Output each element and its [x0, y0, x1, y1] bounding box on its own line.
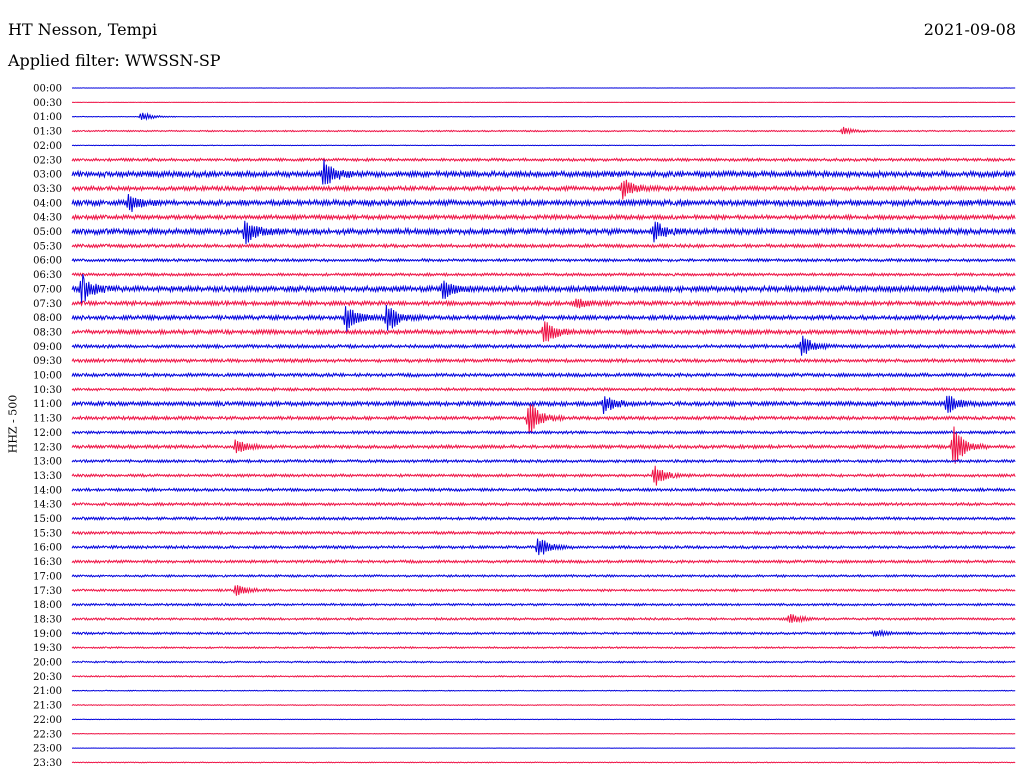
- seismic-trace: [71, 271, 1016, 278]
- seismic-trace: [71, 487, 1016, 493]
- seismic-trace: [71, 213, 1016, 221]
- row-time-label: 07:30: [33, 299, 62, 310]
- seismic-trace: [71, 386, 1016, 392]
- row-time-label: 13:00: [33, 457, 62, 468]
- seismic-trace: [71, 458, 1016, 464]
- row-time-label: 16:00: [33, 543, 62, 554]
- row-time-label: 21:00: [33, 686, 62, 697]
- seismic-trace: [71, 732, 1016, 735]
- seismic-trace: [71, 515, 1016, 522]
- row-time-label: 07:00: [33, 284, 62, 295]
- seismic-trace: [71, 645, 1016, 650]
- seismic-trace: [71, 674, 1016, 678]
- row-time-label: 00:00: [33, 84, 62, 95]
- seismic-trace: [71, 371, 1016, 379]
- seismic-trace: [71, 298, 1016, 309]
- seismic-trace: [71, 144, 1016, 147]
- row-time-label: 22:30: [33, 729, 62, 740]
- row-time-label: 11:30: [33, 414, 62, 425]
- row-time-label: 20:00: [33, 658, 62, 669]
- seismic-trace: [71, 689, 1016, 692]
- row-time-label: 05:00: [33, 227, 62, 238]
- row-time-label: 18:30: [33, 614, 62, 625]
- seismic-trace: [71, 157, 1016, 163]
- seismic-trace: [71, 614, 1016, 624]
- seismic-trace: [71, 193, 1016, 212]
- seismic-trace: [71, 357, 1016, 364]
- row-time-label: 02:30: [33, 155, 62, 166]
- seismic-trace: [71, 628, 1016, 638]
- filter-subtitle: Applied filter: WWSSN-SP: [8, 51, 221, 70]
- row-time-label: 09:30: [33, 356, 62, 367]
- row-time-label: 06:30: [33, 270, 62, 281]
- seismic-trace: [71, 585, 1016, 596]
- seismic-trace: [71, 179, 1016, 200]
- row-time-label: 04:30: [33, 213, 62, 224]
- row-time-label: 15:00: [33, 514, 62, 525]
- seismic-trace: [71, 321, 1016, 342]
- row-time-label: 18:00: [33, 600, 62, 611]
- seismic-trace: [71, 257, 1016, 263]
- seismic-trace: [71, 220, 1016, 245]
- row-time-label: 05:30: [33, 241, 62, 252]
- seismic-trace: [71, 429, 1016, 435]
- station-title: HT Nesson, Tempi: [8, 20, 158, 39]
- row-time-label: 09:00: [33, 342, 62, 353]
- seismic-trace: [71, 602, 1016, 607]
- row-time-label: 06:00: [33, 256, 62, 267]
- seismic-trace: [71, 718, 1016, 721]
- row-time-label: 08:30: [33, 327, 62, 338]
- row-time-label: 01:00: [33, 112, 62, 123]
- seismic-trace: [71, 465, 1016, 486]
- seismic-trace: [71, 335, 1016, 356]
- row-time-label: 10:30: [33, 385, 62, 396]
- row-time-label: 03:30: [33, 184, 62, 195]
- seismic-trace: [71, 159, 1016, 185]
- row-time-label: 11:00: [33, 399, 62, 410]
- row-time-label: 12:00: [33, 428, 62, 439]
- row-time-label: 01:30: [33, 127, 62, 138]
- seismic-trace: [71, 761, 1016, 764]
- row-time-label: 04:00: [33, 198, 62, 209]
- row-time-label: 14:30: [33, 500, 62, 511]
- seismic-trace: [71, 573, 1016, 579]
- row-time-label: 15:30: [33, 528, 62, 539]
- seismic-trace: [71, 501, 1016, 507]
- seismic-trace: [71, 660, 1016, 664]
- seismic-trace: [71, 404, 1016, 435]
- row-time-label: 20:30: [33, 672, 62, 683]
- row-time-label: 14:00: [33, 485, 62, 496]
- seismic-trace: [71, 274, 1016, 304]
- row-time-label: 12:30: [33, 442, 62, 453]
- row-time-label: 19:00: [33, 629, 62, 640]
- row-time-label: 10:00: [33, 371, 62, 382]
- seismic-trace: [71, 112, 1016, 121]
- row-time-label: 19:30: [33, 643, 62, 654]
- seismic-trace: [71, 703, 1016, 707]
- row-time-label: 23:30: [33, 758, 62, 769]
- row-time-label: 22:00: [33, 715, 62, 726]
- seismic-trace: [71, 126, 1016, 136]
- seismic-trace: [71, 242, 1016, 249]
- row-time-label: 02:00: [33, 141, 62, 152]
- row-time-label: 21:30: [33, 701, 62, 712]
- row-time-label: 17:30: [33, 586, 62, 597]
- seismic-trace: [71, 395, 1016, 415]
- row-time-label: 03:00: [33, 170, 62, 181]
- seismic-trace: [71, 559, 1016, 565]
- row-time-label: 00:30: [33, 98, 62, 109]
- date-label: 2021-09-08: [923, 20, 1016, 39]
- seismic-trace: [71, 304, 1016, 332]
- row-time-label: 08:00: [33, 313, 62, 324]
- row-time-label: 16:30: [33, 557, 62, 568]
- seismic-trace: [71, 538, 1016, 556]
- seismic-trace: [71, 530, 1016, 536]
- row-time-label: 23:00: [33, 744, 62, 755]
- row-time-label: 17:00: [33, 571, 62, 582]
- row-time-label: 13:30: [33, 471, 62, 482]
- seismic-trace: [71, 426, 1016, 464]
